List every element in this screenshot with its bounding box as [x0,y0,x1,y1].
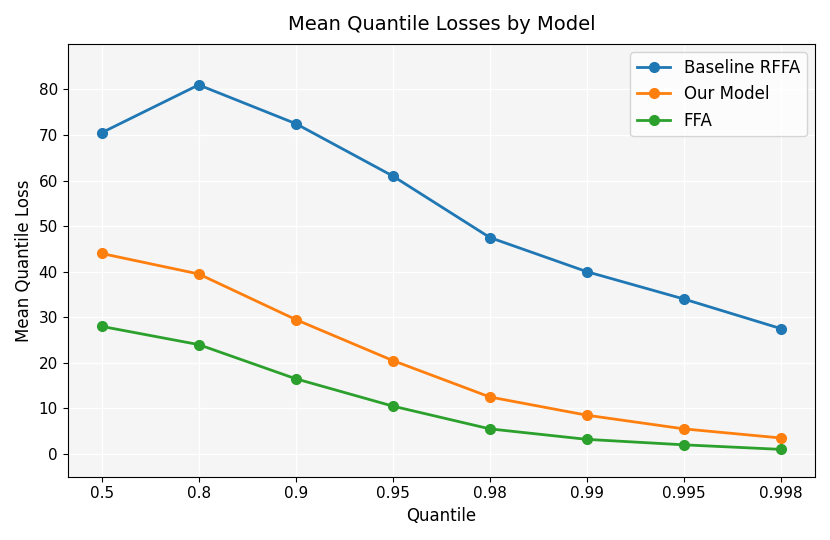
Our Model [679,426,689,432]
Our Model [776,435,786,441]
Baseline RFFA [776,326,786,332]
FFA [582,436,592,443]
Our Model [388,357,398,364]
Our Model [193,271,203,277]
Line: Our Model: Our Model [97,248,786,443]
Our Model [290,316,300,323]
Our Model [582,412,592,418]
Baseline RFFA [679,296,689,302]
Title: Mean Quantile Losses by Model: Mean Quantile Losses by Model [287,15,595,34]
X-axis label: Quantile: Quantile [406,507,476,525]
Y-axis label: Mean Quantile Loss: Mean Quantile Loss [15,179,33,342]
FFA [193,341,203,348]
FFA [388,403,398,409]
Our Model [485,394,495,400]
Baseline RFFA [582,268,592,275]
Baseline RFFA [96,130,106,136]
Line: Baseline RFFA: Baseline RFFA [97,80,786,334]
Our Model [96,250,106,256]
FFA [96,323,106,329]
Baseline RFFA [193,82,203,88]
FFA [776,446,786,453]
Line: FFA: FFA [97,321,786,454]
Baseline RFFA [290,120,300,127]
FFA [679,442,689,448]
FFA [485,426,495,432]
Baseline RFFA [388,173,398,179]
FFA [290,375,300,382]
Baseline RFFA [485,234,495,241]
Legend: Baseline RFFA, Our Model, FFA: Baseline RFFA, Our Model, FFA [631,52,807,136]
